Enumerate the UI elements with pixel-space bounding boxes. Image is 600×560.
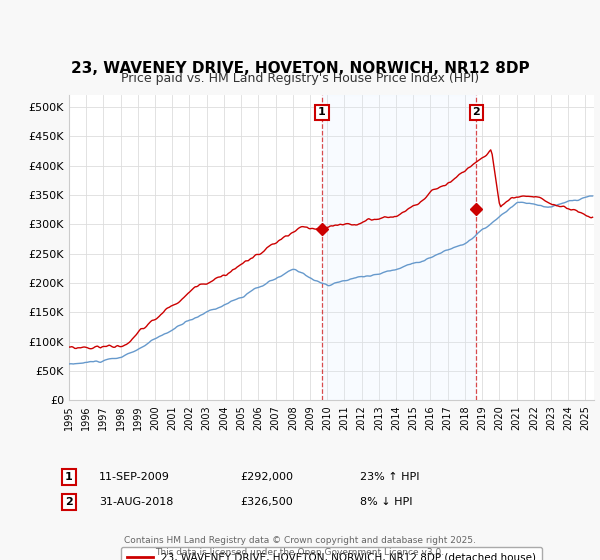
Text: 2: 2 <box>473 108 481 118</box>
Text: 1: 1 <box>318 108 326 118</box>
Text: £326,500: £326,500 <box>240 497 293 507</box>
Text: Contains HM Land Registry data © Crown copyright and database right 2025.
This d: Contains HM Land Registry data © Crown c… <box>124 536 476 557</box>
Text: 11-SEP-2009: 11-SEP-2009 <box>99 472 170 482</box>
Text: 31-AUG-2018: 31-AUG-2018 <box>99 497 173 507</box>
Text: 23, WAVENEY DRIVE, HOVETON, NORWICH, NR12 8DP: 23, WAVENEY DRIVE, HOVETON, NORWICH, NR1… <box>71 60 529 76</box>
Text: Price paid vs. HM Land Registry's House Price Index (HPI): Price paid vs. HM Land Registry's House … <box>121 72 479 85</box>
Text: £292,000: £292,000 <box>240 472 293 482</box>
Text: 23% ↑ HPI: 23% ↑ HPI <box>360 472 419 482</box>
Text: 8% ↓ HPI: 8% ↓ HPI <box>360 497 413 507</box>
Legend: 23, WAVENEY DRIVE, HOVETON, NORWICH, NR12 8DP (detached house), HPI: Average pri: 23, WAVENEY DRIVE, HOVETON, NORWICH, NR1… <box>121 547 542 560</box>
Text: 1: 1 <box>65 472 73 482</box>
Text: 2: 2 <box>65 497 73 507</box>
Bar <box>322 95 476 400</box>
